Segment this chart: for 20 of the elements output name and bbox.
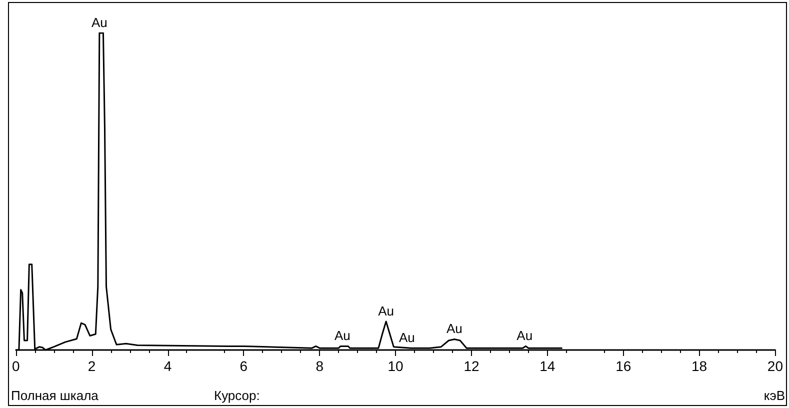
annotation: Au: [378, 303, 394, 318]
x-axis-title: кэВ: [764, 388, 786, 403]
x-tick-label: 8: [316, 358, 324, 374]
annotation: Au: [334, 328, 350, 344]
annotation: Au: [516, 328, 533, 344]
annotation: Au: [398, 330, 415, 346]
x-tick-label: 0: [12, 358, 20, 374]
x-tick-label: 14: [540, 358, 556, 374]
text: Полная шкала: [11, 388, 100, 403]
x-tick-label: 6: [240, 358, 248, 374]
x-tick-label: 4: [164, 358, 172, 374]
text: Курсор:: [214, 388, 260, 403]
x-tick-label: 18: [691, 358, 708, 374]
x-tick-label: 2: [88, 358, 96, 374]
x-tick-label: 20: [767, 358, 784, 374]
x-tick-label: 12: [464, 358, 480, 374]
annotation: Au: [91, 15, 108, 30]
annotation: Au: [446, 321, 462, 336]
x-tick-label: 16: [616, 358, 632, 374]
x-tick-label: 10: [388, 358, 404, 374]
